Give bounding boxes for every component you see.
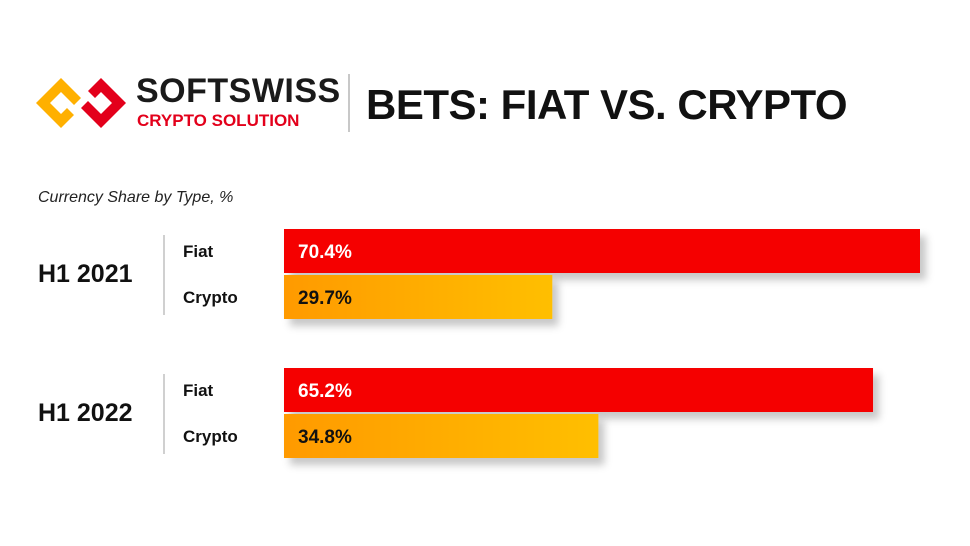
group-label-h1-2021: H1 2021 [38,260,133,288]
series-label-fiat-h1-2021: Fiat [183,242,214,261]
series-label-fiat-h1-2022: Fiat [183,381,214,400]
value-label-crypto-h1-2022: 34.8% [298,427,352,448]
brand-name: SOFTSWISS [136,72,341,110]
chart-subtitle: Currency Share by Type, % [38,189,234,206]
value-label-fiat-h1-2021: 70.4% [298,242,352,263]
bar-fiat-h1-2021 [284,229,920,273]
series-label-crypto-h1-2021: Crypto [183,288,238,307]
softswiss-logo-icon [36,78,126,128]
page-title: BETS: FIAT VS. CRYPTO [366,81,848,128]
bar-crypto-h1-2022 [284,414,599,458]
group-label-h1-2022: H1 2022 [38,399,133,427]
bar-fiat-h1-2022 [284,368,874,412]
brand-subtitle: CRYPTO SOLUTION [137,111,300,130]
value-label-crypto-h1-2021: 29.7% [298,288,352,309]
series-label-crypto-h1-2022: Crypto [183,427,238,446]
value-label-fiat-h1-2022: 65.2% [298,381,352,402]
bar-crypto-h1-2021 [284,275,553,319]
header-divider [348,74,350,132]
